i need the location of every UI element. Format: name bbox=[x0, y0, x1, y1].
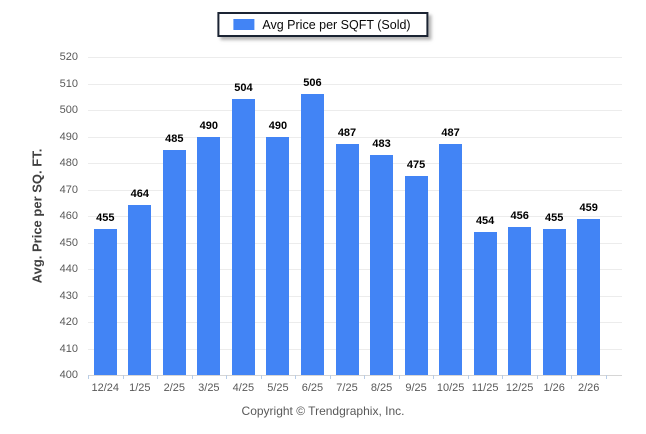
bar-12/25[interactable] bbox=[508, 226, 532, 375]
bar-3/25[interactable] bbox=[197, 136, 221, 375]
y-tick-label: 490 bbox=[59, 130, 78, 143]
x-tick-label: 12/24 bbox=[91, 382, 120, 394]
x-tick-label: 6/25 bbox=[301, 382, 324, 394]
legend-label: Avg Price per SQFT (Sold) bbox=[262, 17, 411, 32]
x-axis-tick bbox=[157, 375, 159, 379]
x-axis-tick bbox=[329, 375, 331, 379]
gridline-490 bbox=[88, 136, 622, 138]
y-tick-label: 470 bbox=[59, 183, 78, 196]
x-axis-tick bbox=[226, 375, 228, 379]
y-tick-label: 440 bbox=[59, 263, 78, 275]
bar-value-label: 483 bbox=[372, 138, 391, 151]
y-tick-label: 420 bbox=[59, 316, 78, 328]
bar-value-label: 459 bbox=[579, 201, 598, 214]
copyright-text: Copyright © Trendgraphix, Inc. bbox=[241, 404, 405, 418]
x-axis-tick bbox=[536, 375, 538, 379]
x-tick-label: 12/25 bbox=[505, 382, 534, 394]
bar-1/25[interactable] bbox=[128, 205, 152, 375]
y-tick-label: 510 bbox=[59, 77, 78, 90]
x-axis-tick bbox=[295, 375, 297, 379]
x-tick-label: 2/25 bbox=[163, 382, 186, 394]
x-tick-label: 7/25 bbox=[336, 382, 358, 394]
bar-7/25[interactable] bbox=[335, 144, 359, 375]
x-axis-tick bbox=[191, 375, 193, 379]
bar-value-label: 485 bbox=[165, 132, 184, 145]
y-tick-label: 430 bbox=[59, 289, 78, 302]
x-tick-label: 1/26 bbox=[543, 382, 565, 394]
x-tick-label: 3/25 bbox=[198, 382, 220, 394]
legend: Avg Price per SQFT (Sold) bbox=[217, 12, 429, 37]
bar-value-label: 464 bbox=[130, 188, 149, 201]
y-tick-label: 400 bbox=[59, 369, 78, 381]
bar-5/25[interactable] bbox=[266, 136, 290, 375]
y-tick-label: 410 bbox=[59, 342, 78, 355]
y-tick-label: 520 bbox=[59, 51, 78, 63]
x-tick-label: 8/25 bbox=[370, 382, 393, 394]
bar-value-label: 504 bbox=[234, 82, 253, 95]
bar-2/26[interactable] bbox=[577, 218, 601, 375]
x-axis-tick bbox=[364, 375, 366, 379]
bar-11/25[interactable] bbox=[473, 231, 497, 375]
x-axis-tick bbox=[88, 375, 89, 379]
bar-8/25[interactable] bbox=[370, 155, 394, 375]
bar-6/25[interactable] bbox=[300, 94, 324, 375]
bar-12/24[interactable] bbox=[93, 229, 117, 375]
bar-value-label: 490 bbox=[268, 119, 288, 132]
x-axis-tick bbox=[502, 375, 504, 379]
bar-value-label: 456 bbox=[510, 209, 529, 222]
y-tick-label: 450 bbox=[59, 236, 78, 249]
bar-value-label: 487 bbox=[337, 127, 357, 140]
y-tick-label: 500 bbox=[59, 104, 78, 116]
x-tick-label: 10/25 bbox=[436, 382, 465, 394]
x-axis-tick bbox=[606, 375, 607, 379]
gridline-520 bbox=[88, 57, 622, 58]
gridline-400 bbox=[88, 375, 622, 376]
bar-1/26[interactable] bbox=[542, 229, 566, 375]
x-tick-label: 4/25 bbox=[232, 382, 255, 394]
y-tick-label: 480 bbox=[59, 157, 78, 169]
x-tick-label: 1/25 bbox=[129, 382, 151, 394]
x-axis-tick bbox=[571, 375, 573, 379]
x-tick-label: 11/25 bbox=[471, 382, 499, 394]
x-tick-label: 5/25 bbox=[267, 382, 289, 394]
bar-value-label: 506 bbox=[303, 77, 322, 90]
x-axis-tick bbox=[467, 375, 469, 379]
legend-swatch bbox=[233, 19, 255, 30]
x-tick-label: 9/25 bbox=[405, 382, 427, 394]
gridline-500 bbox=[88, 110, 622, 111]
gridline-510 bbox=[88, 83, 622, 85]
bar-value-label: 454 bbox=[475, 214, 495, 227]
x-axis-tick bbox=[122, 375, 124, 379]
x-axis-tick bbox=[398, 375, 400, 379]
bar-2/25[interactable] bbox=[162, 149, 186, 375]
bar-9/25[interactable] bbox=[404, 176, 428, 375]
bar-value-label: 455 bbox=[545, 212, 564, 225]
x-tick-label: 2/26 bbox=[578, 382, 600, 394]
bar-value-label: 490 bbox=[199, 119, 219, 132]
x-axis-tick bbox=[433, 375, 435, 379]
plot-area: 400 410 420 430 440 450 460 470 480 490 500 510 520 4… bbox=[60, 52, 622, 394]
bar-value-label: 455 bbox=[96, 212, 115, 225]
bar-4/25[interactable] bbox=[231, 99, 255, 375]
x-axis-tick bbox=[260, 375, 262, 379]
y-tick-label: 460 bbox=[59, 210, 78, 222]
bar-value-label: 475 bbox=[406, 159, 426, 172]
bar-value-label: 487 bbox=[441, 127, 460, 140]
bar-10/25[interactable] bbox=[439, 144, 463, 375]
